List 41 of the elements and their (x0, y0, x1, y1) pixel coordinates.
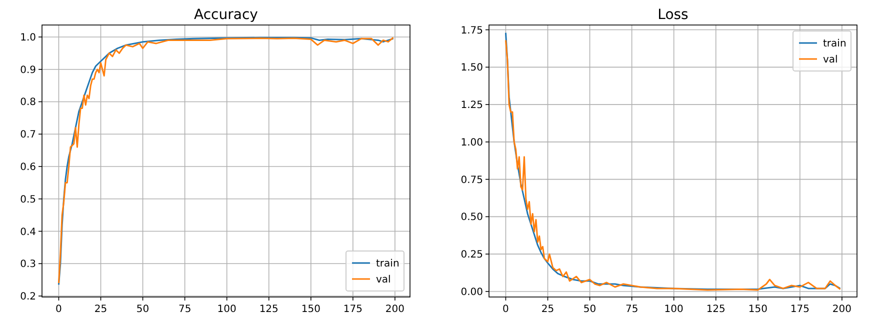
y-tick-label: 0.6 (20, 162, 36, 174)
x-tick-label: 0 (56, 304, 62, 315)
x-tick-label: 175 (343, 304, 362, 315)
y-tick-label: 0.8 (20, 97, 36, 108)
x-tick-label: 150 (748, 304, 768, 315)
x-tick-label: 200 (385, 304, 404, 315)
y-tick-label: 0.00 (460, 286, 483, 298)
y-tick-label: 1.0 (20, 32, 36, 44)
y-tick-label: 0.75 (460, 174, 483, 186)
y-tick-label: 0.2 (20, 292, 36, 303)
legend-label: val (376, 274, 391, 286)
y-tick-label: 0.50 (460, 212, 483, 224)
y-tick-label: 0.9 (20, 64, 36, 76)
legend-label: train (823, 38, 846, 50)
y-tick-label: 0.25 (460, 250, 483, 261)
x-tick-label: 75 (625, 304, 638, 315)
x-tick-label: 125 (706, 304, 726, 315)
x-tick-label: 25 (541, 304, 554, 315)
legend-label: train (376, 258, 400, 270)
x-tick-label: 100 (217, 304, 236, 315)
y-tick-label: 0.7 (20, 130, 36, 141)
y-tick-label: 1.25 (460, 100, 483, 112)
legend-label: val (823, 54, 838, 66)
x-tick-label: 50 (136, 304, 150, 315)
x-tick-label: 150 (301, 304, 320, 315)
y-tick-label: 1.75 (460, 25, 483, 36)
y-tick-label: 0.5 (20, 194, 36, 206)
chart-title: Loss (658, 7, 688, 23)
x-tick-label: 75 (178, 304, 192, 315)
y-tick-label: 1.50 (460, 62, 483, 74)
x-tick-label: 50 (583, 304, 596, 315)
x-tick-label: 0 (502, 304, 509, 315)
y-tick-label: 0.3 (20, 259, 36, 270)
x-tick-label: 25 (94, 304, 108, 315)
x-tick-label: 125 (259, 304, 278, 315)
x-tick-label: 100 (664, 304, 684, 315)
chart-title: Accuracy (194, 7, 258, 23)
y-tick-label: 1.00 (460, 137, 483, 148)
x-tick-label: 200 (832, 304, 852, 315)
x-tick-label: 175 (790, 304, 810, 315)
y-tick-label: 0.4 (20, 226, 36, 238)
